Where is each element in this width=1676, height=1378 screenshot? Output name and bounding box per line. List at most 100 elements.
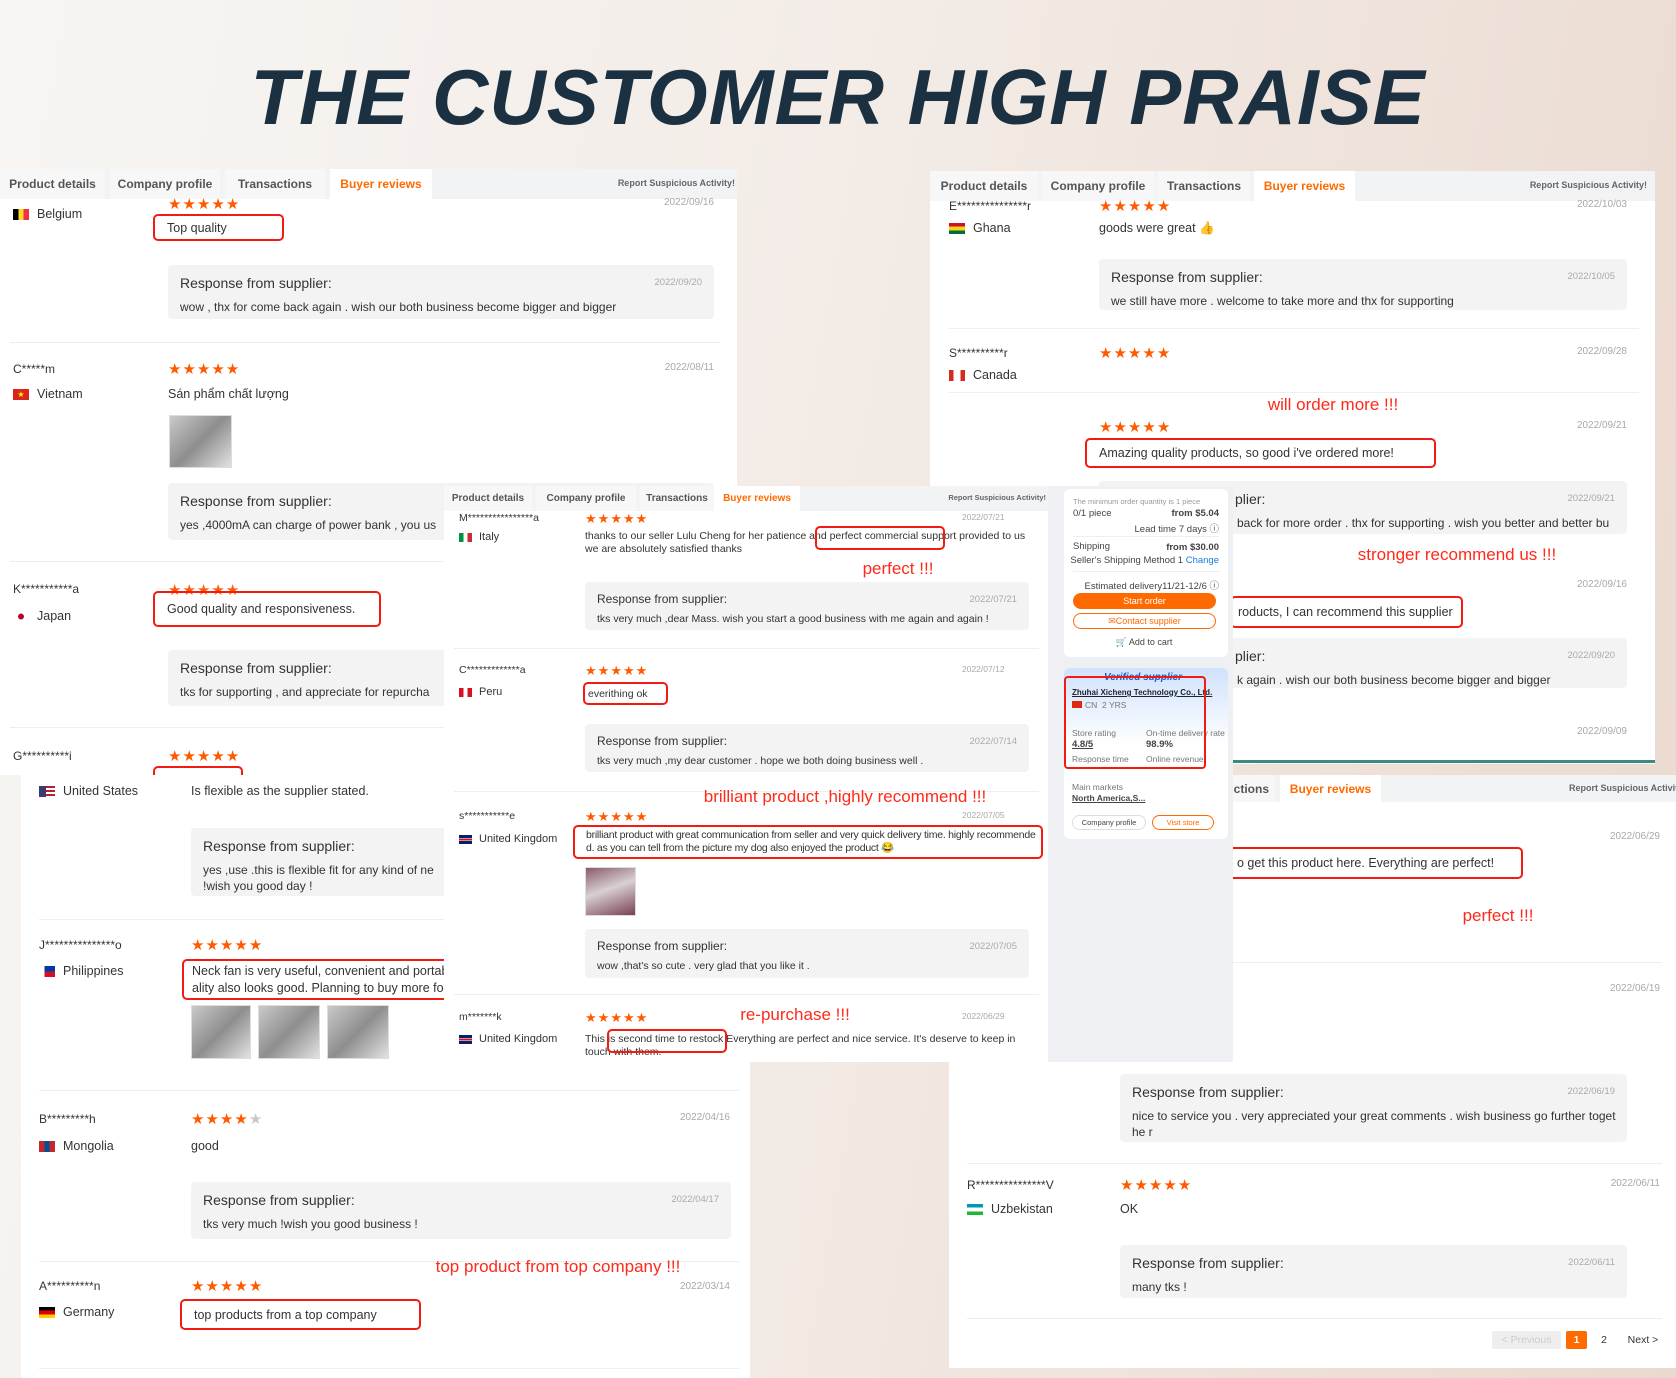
highlight-box [815,526,945,550]
star-rating: ★★★★★ [1120,1178,1192,1193]
scroll-indicator [1230,760,1655,763]
star-filled-icon: ★ [191,1278,206,1295]
country-name: Mongolia [63,1139,114,1153]
response-date: 2022/07/14 [969,736,1017,747]
tab-product-details[interactable]: Product details [444,486,532,511]
tab-buyer-reviews[interactable]: Buyer reviews [330,169,432,199]
buyer-country: Peru [459,686,502,698]
buyer-name: m*******k [459,1011,502,1023]
buyer-country: Uzbekistan [967,1202,1053,1216]
visit-store-button[interactable]: Visit store [1152,815,1214,830]
tab-transactions[interactable]: Transactions [640,486,714,511]
company-name-link[interactable]: Zhuhai Xicheng Technology Co., Ltd. [1072,688,1213,697]
flag-peru-icon [459,688,472,697]
star-filled-icon: ★ [196,361,212,378]
review-photo[interactable] [327,1005,389,1059]
flag-germany-icon [39,1307,55,1318]
star-filled-icon: ★ [234,937,249,954]
star-rating: ★★★★★ [191,938,263,953]
review-photo[interactable] [585,867,636,916]
tab-buyer-reviews[interactable]: Buyer reviews [714,486,800,511]
divider [967,962,1662,963]
tab-transactions[interactable]: Transactions [225,169,325,199]
page-2-button[interactable]: 2 [1601,1334,1607,1346]
main-markets-value[interactable]: North America,S... [1072,793,1146,803]
report-link[interactable]: Report Suspicious Activity! [1569,783,1676,793]
response-text: tks very much !wish you good business ! [203,1217,418,1231]
report-link[interactable]: Report Suspicious Activity! [1529,180,1647,190]
origin-country: CN [1085,700,1098,710]
star-filled-icon: ★ [585,511,598,526]
flag-vietnam-icon: ★ [13,389,29,400]
change-link[interactable]: Change [1185,555,1219,566]
flag-canada-icon [949,370,965,381]
star-filled-icon: ★ [1099,345,1114,362]
star-filled-icon: ★ [225,582,241,599]
country-name: Vietnam [37,387,83,401]
add-to-cart-button[interactable]: 🛒 Add to cart [1115,636,1173,647]
star-rating: ★★★★★ [1099,199,1171,214]
highlighted-review-text: Neck fan is very useful, convenient and … [182,959,482,1000]
response-text: back for more order . thx for supporting… [1237,516,1610,530]
response-label: plier: [1235,648,1266,664]
review-photo[interactable] [191,1005,251,1059]
star-filled-icon: ★ [219,1111,235,1128]
country-name: Belgium [37,207,83,221]
star-filled-icon: ★ [1163,1177,1178,1194]
tab-product-details[interactable]: Product details [0,169,105,199]
report-link[interactable]: Report Suspicious Activity! [948,493,1046,502]
flag-mongolia-icon [39,1141,55,1152]
star-rating: ★★★★★ [1099,346,1171,361]
review-photo[interactable] [169,415,232,468]
star-filled-icon: ★ [635,511,649,526]
star-filled-icon: ★ [610,809,623,824]
tab-buyer-reviews[interactable]: Buyer reviews [1254,171,1355,201]
star-filled-icon: ★ [1134,1177,1149,1194]
store-rating-value[interactable]: 4.8/5 [1072,739,1094,750]
star-filled-icon: ★ [585,663,598,678]
star-filled-icon: ★ [622,511,636,526]
contact-supplier-button[interactable]: ✉Contact supplier [1073,613,1216,629]
page-1-button[interactable]: 1 [1566,1331,1587,1349]
divider [39,1090,739,1091]
previous-page-button[interactable]: < Previous [1492,1331,1561,1349]
response-label: Response from supplier: [180,660,332,676]
star-filled-icon: ★ [168,748,183,765]
star-filled-icon: ★ [597,511,611,526]
star-filled-icon: ★ [610,663,623,678]
divider [39,1368,739,1369]
review-date: 2022/07/21 [962,512,1005,522]
ontime-label: On-time delivery rate [1146,728,1225,738]
response-label: Response from supplier: [180,275,332,291]
tab-buyer-reviews[interactable]: Buyer reviews [1280,775,1381,802]
star-filled-icon: ★ [635,1010,649,1025]
star-filled-icon: ★ [1113,345,1128,362]
tab-company-profile[interactable]: Company profile [1042,171,1154,201]
highlighted-review-text: top products from a top company [180,1299,421,1330]
lead-time: Lead time 7 days ⓘ [1134,524,1220,535]
divider [967,1163,1662,1164]
tab-company-profile[interactable]: Company profile [110,169,220,199]
supplier-origin: CN 2 YRS [1072,700,1126,710]
star-filled-icon: ★ [1113,198,1128,215]
buyer-country: Ghana [949,221,1011,235]
review-date: 2022/03/14 [679,1281,730,1292]
tab-transactions[interactable]: Transactions [1158,171,1250,201]
supplier-response: Response from supplier: 2022/07/21 tks v… [585,582,1029,630]
company-profile-button[interactable]: Company profile [1072,815,1146,830]
star-filled-icon: ★ [1142,419,1157,436]
star-filled-icon: ★ [1120,1177,1135,1194]
start-order-button[interactable]: Start order [1073,593,1216,609]
star-filled-icon: ★ [234,1111,249,1128]
report-link[interactable]: Report Suspicious Activity! [617,178,735,188]
tab-product-details[interactable]: Product details [930,171,1038,201]
next-page-button[interactable]: Next > [1627,1334,1659,1346]
highlight-box [1064,676,1206,769]
review-date: 2022/06/11 [1610,1178,1660,1189]
ontime-value: 98.9% [1146,739,1173,750]
tab-company-profile[interactable]: Company profile [536,486,636,511]
review-photo[interactable] [258,1005,320,1059]
star-filled-icon: ★ [622,663,636,678]
star-filled-icon: ★ [1156,198,1172,215]
buyer-country: ★ Vietnam [13,387,83,401]
